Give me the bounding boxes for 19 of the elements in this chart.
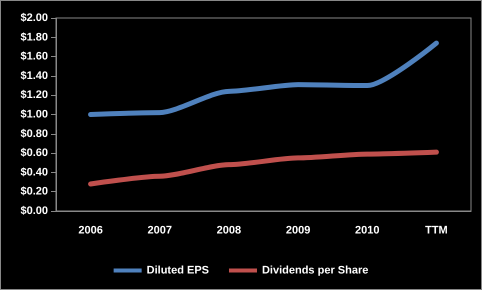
y-tick-label: $1.80 xyxy=(20,31,48,44)
y-tick-label: $0.80 xyxy=(20,128,48,140)
y-tick-label: $1.60 xyxy=(20,50,48,63)
y-tick-label: $0.00 xyxy=(20,205,48,217)
legend-label: Diluted EPS xyxy=(146,264,209,276)
legend-label: Dividends per Share xyxy=(262,264,368,276)
y-tick-label: $0.20 xyxy=(20,186,48,198)
x-tick-label: 2006 xyxy=(78,224,103,236)
y-tick-label: $0.40 xyxy=(20,166,48,178)
x-tick-label: 2010 xyxy=(355,224,380,236)
x-tick-label: TTM xyxy=(425,224,448,236)
y-tick-label: $1.40 xyxy=(20,70,48,82)
y-tick-label: $0.60 xyxy=(20,147,48,160)
y-tick-label: $1.00 xyxy=(20,108,48,120)
y-tick-label: $1.20 xyxy=(20,89,48,102)
x-tick-label: 2009 xyxy=(286,224,310,236)
x-tick-label: 2008 xyxy=(216,224,242,236)
x-tick-label: 2007 xyxy=(148,224,172,236)
y-tick-label: $2.00 xyxy=(20,12,48,24)
